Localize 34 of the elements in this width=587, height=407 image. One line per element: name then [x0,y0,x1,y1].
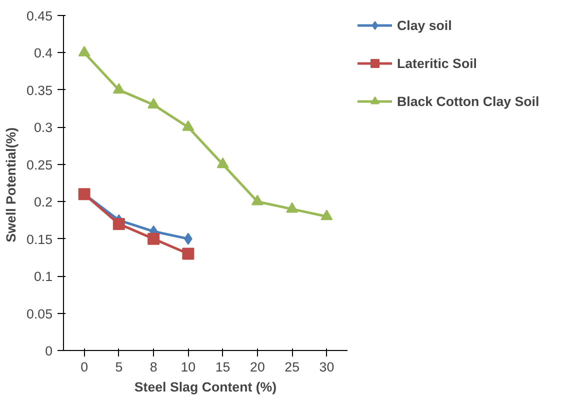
point [148,98,160,109]
x-tick-label: 25 [284,360,300,374]
point [182,248,194,260]
x-tick-label: 8 [150,360,158,374]
y-tick-label: 0.25 [26,157,53,172]
y-tick-label: 0.15 [26,232,53,247]
point [112,218,125,230]
point [216,158,229,168]
point [286,202,298,213]
y-tick-label: 0 [45,344,53,358]
x-tick-label: 15 [215,360,230,374]
x-tick-label: 0 [80,360,88,374]
y-tick-label: 0.4 [34,46,54,61]
legend-label: Black Cotton Clay Soil [397,94,540,108]
x-tick-label: 5 [115,360,123,374]
point [182,120,194,131]
x-tick-label: 20 [250,360,265,374]
point [112,83,125,94]
y-tick-label: 0.35 [26,82,53,98]
point [148,232,160,245]
x-tick-label: 10 [180,360,196,374]
legend-label: Lateritic Soil [397,56,477,70]
point [78,46,90,56]
x-tick-label: 30 [319,360,334,374]
y-tick-label: 0.05 [26,306,53,322]
point [320,210,333,220]
y-tick-label: 0.1 [34,269,53,284]
x-axis-title: Steel Slag Content (%) [134,380,277,394]
y-tick-label: 0.3 [34,120,53,136]
y-tick-label: 0.45 [26,8,53,24]
point [251,194,264,206]
y-tick-label: 0.2 [34,194,53,210]
y-axis-title: Swell Potential(%) [4,127,19,242]
legend-label: Clay soil [397,18,452,32]
